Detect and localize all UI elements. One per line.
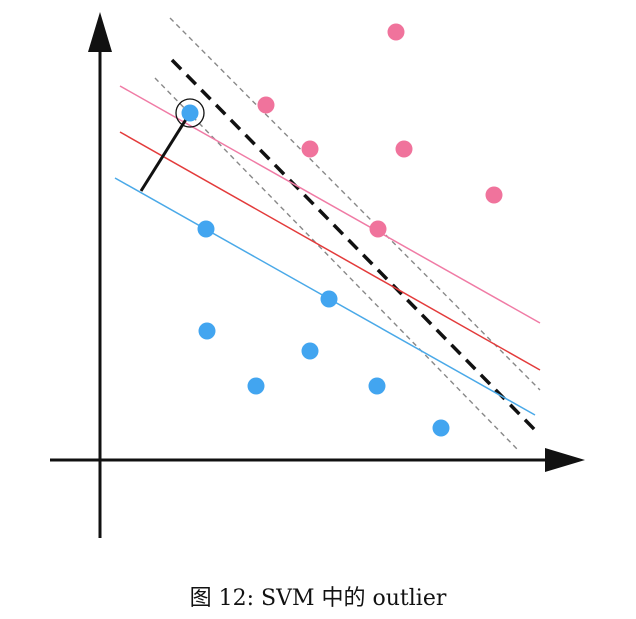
slack-distance-line [139, 112, 192, 192]
negative-point [432, 419, 450, 437]
arrow-up-icon [88, 12, 112, 52]
svm-outlier-diagram [50, 12, 585, 538]
arrow-right-icon [545, 448, 585, 472]
positive-point [395, 140, 413, 158]
new-hyperplane-dashed [170, 58, 537, 432]
negative-point [247, 377, 265, 395]
positive-point [301, 140, 319, 158]
margin-dashed-line-upper [169, 17, 541, 391]
negative-point [320, 290, 338, 308]
outlier-point [181, 104, 199, 122]
negative-point [198, 322, 216, 340]
positive-point [257, 96, 275, 114]
negative-point [368, 377, 386, 395]
figure-caption: 图 12: SVM 中的 outlier [189, 586, 447, 611]
positive-point [485, 186, 503, 204]
margin-dashed-line-lower [154, 77, 519, 451]
positive-point [369, 220, 387, 238]
positive-point [387, 23, 405, 41]
negative-point [197, 220, 215, 238]
circle-ring-icon [175, 98, 205, 128]
red-hyperplane-line [119, 131, 541, 371]
pink-margin-line [119, 85, 541, 324]
negative-point [301, 342, 319, 360]
